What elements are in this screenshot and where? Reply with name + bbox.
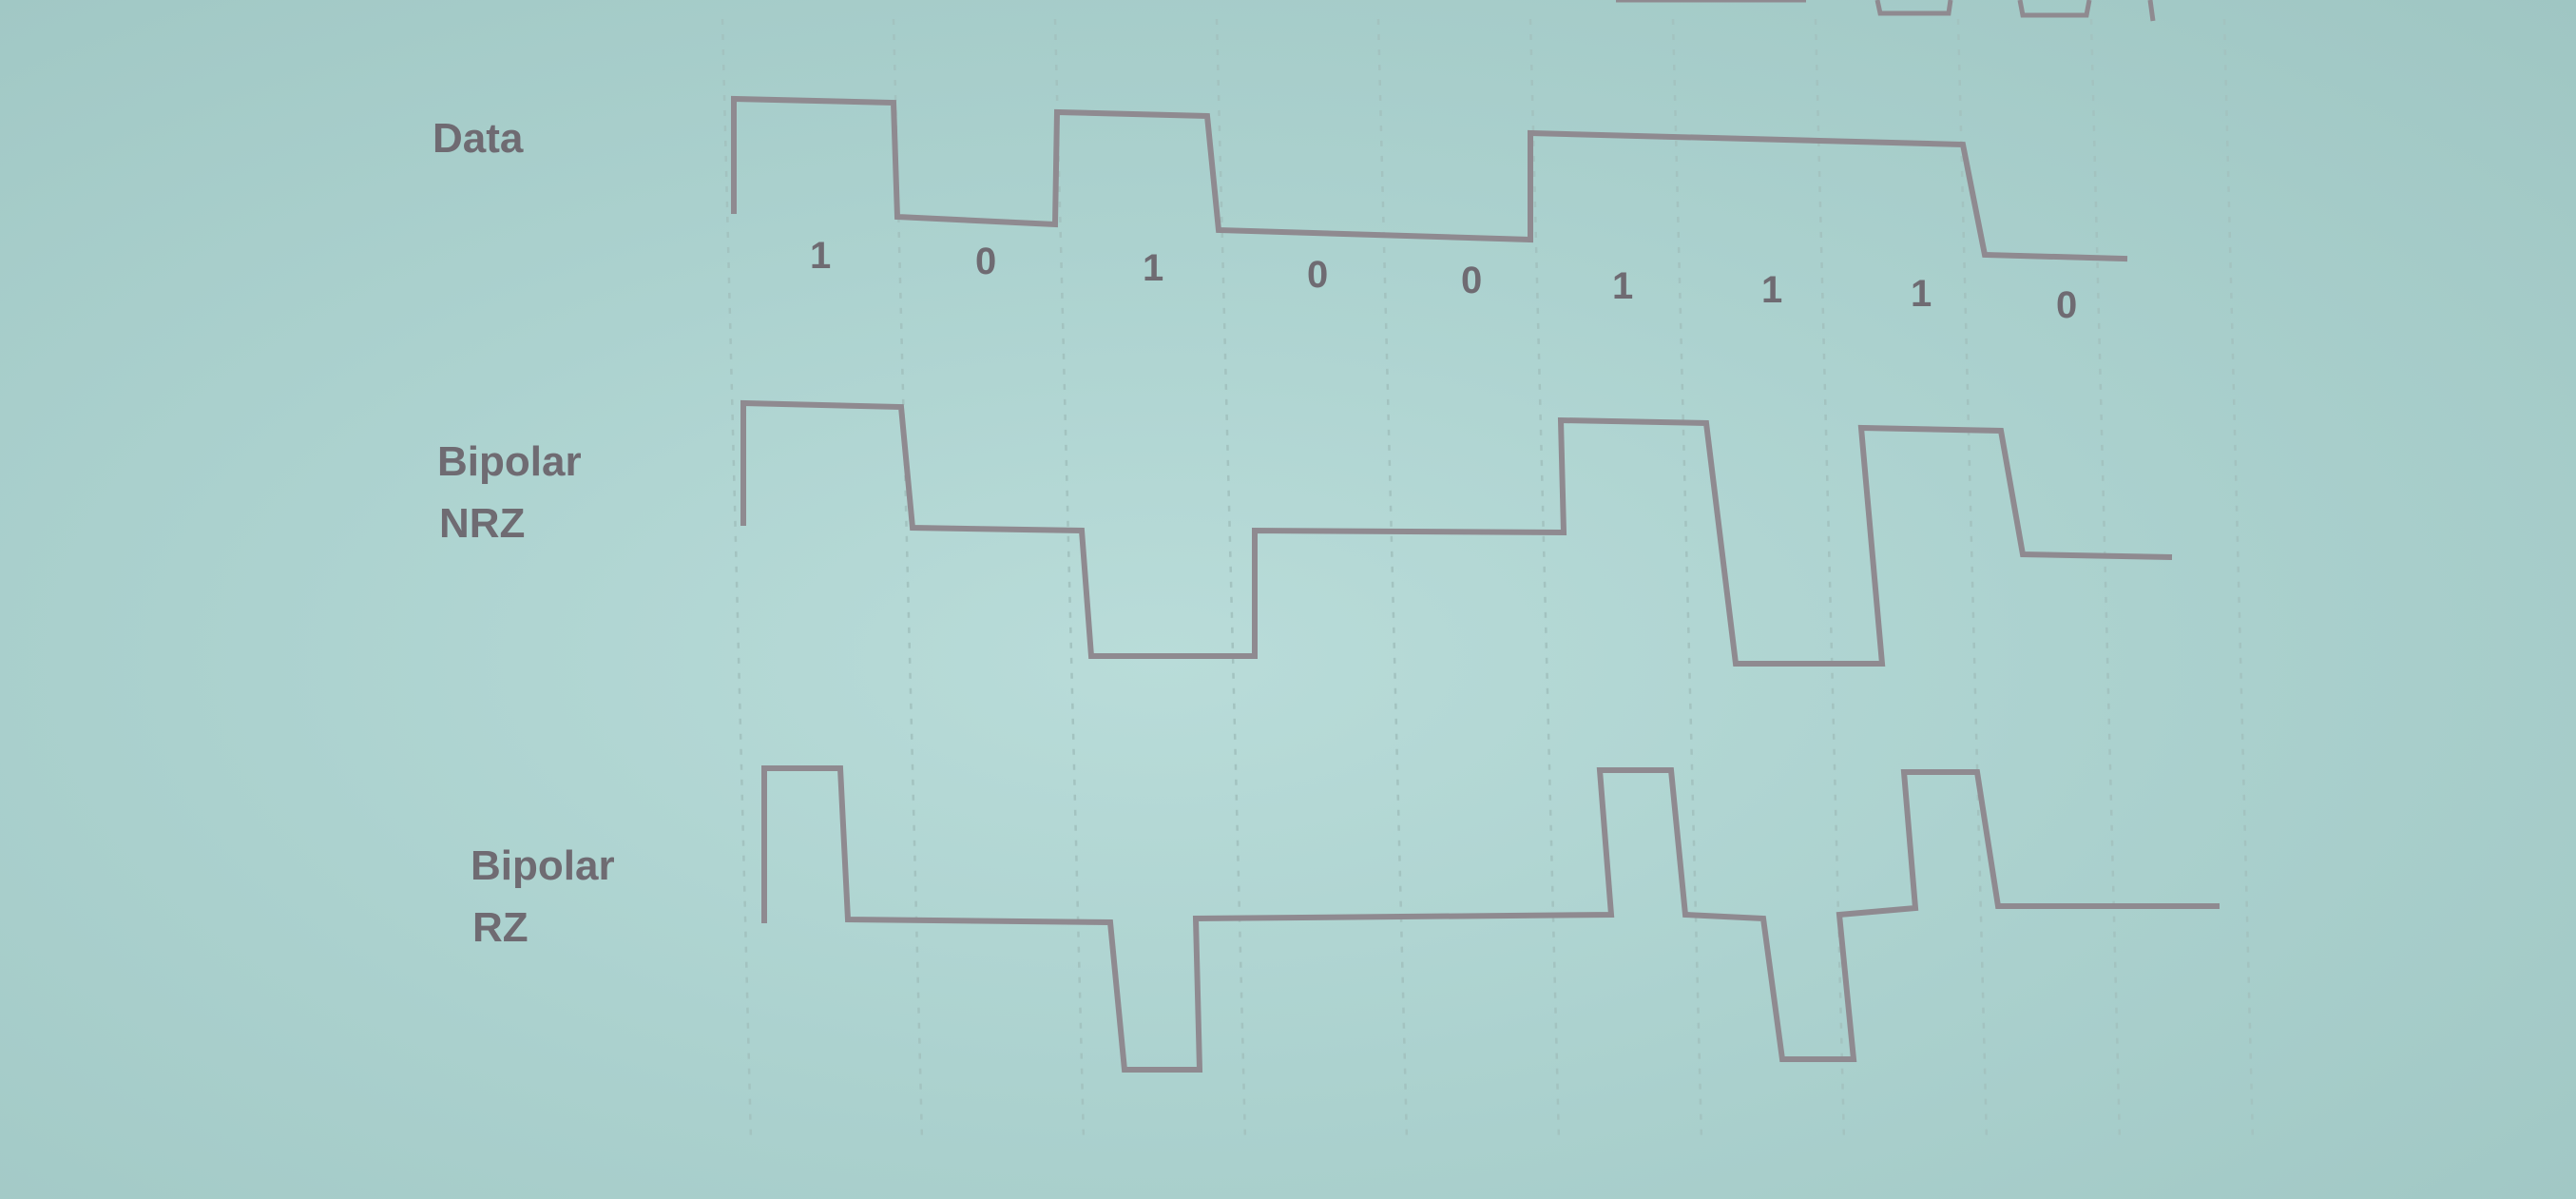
top-trace-fragment (1616, 0, 2153, 21)
top-fragment-line (2020, 0, 2089, 15)
bit-label: 1 (1612, 265, 1633, 307)
top-fragment-line (1877, 0, 1951, 13)
grid-line (1673, 19, 1701, 1141)
row-label-bipolar-rz-line1: Bipolar (471, 842, 615, 889)
row-label-bipolar-nrz-line2: NRZ (439, 500, 525, 547)
bipolar-nrz-waveform (743, 403, 2169, 664)
grid-line (2091, 19, 2120, 1141)
grid-line (1217, 19, 1245, 1141)
bit-label: 1 (1911, 273, 1932, 315)
bit-boundary-grid (722, 19, 2253, 1141)
bit-label: 1 (1143, 247, 1163, 289)
grid-line (2224, 19, 2253, 1141)
top-fragment-line (2150, 0, 2153, 21)
bit-label: 0 (1461, 260, 1482, 301)
bit-label: 0 (1307, 254, 1328, 296)
row-label-data: Data (433, 115, 524, 162)
data-waveform (734, 99, 2124, 259)
row-label-bipolar-nrz-line1: Bipolar (437, 438, 582, 485)
bit-label: 0 (2056, 284, 2077, 326)
grid-line (1530, 19, 1559, 1141)
bit-label: 1 (1761, 269, 1782, 311)
grid-line (1378, 19, 1407, 1141)
grid-line (1055, 19, 1084, 1141)
bipolar-rz-waveform (764, 768, 2217, 1070)
row-label-bipolar-rz-line2: RZ (472, 904, 529, 951)
bit-label: 1 (810, 235, 831, 277)
grid-line (1816, 19, 1844, 1141)
bit-label: 0 (975, 241, 996, 282)
bit-labels: 1 0 1 0 0 1 1 1 0 (810, 235, 2077, 326)
